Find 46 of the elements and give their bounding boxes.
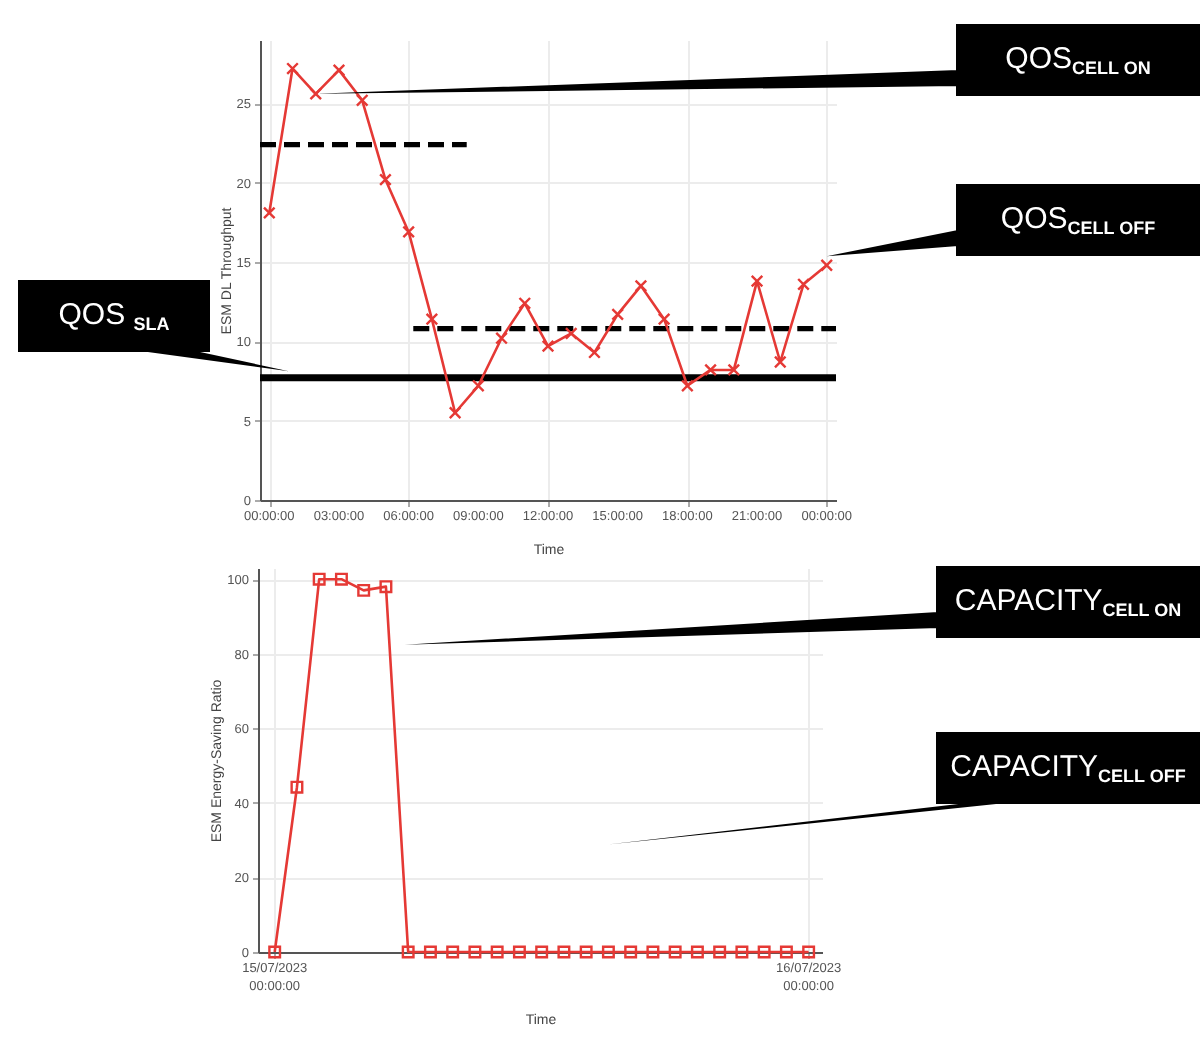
point [401,945,415,959]
point [286,62,300,76]
point [541,339,555,353]
point [690,945,704,959]
point [579,945,593,959]
point [535,945,549,959]
point [334,572,348,586]
point [495,331,509,345]
point [262,206,276,220]
point [402,225,416,239]
point [312,572,326,586]
point [735,945,749,959]
point [557,945,571,959]
point [750,274,764,288]
point [446,945,460,959]
point [779,945,793,959]
point [601,945,615,959]
point [757,945,771,959]
point [802,945,816,959]
point [668,945,682,959]
text: QOS$_{CELL OFF}$ [1000,202,1156,238]
point [468,945,482,959]
point [448,406,462,420]
point [357,583,371,597]
text: QOS $_{SLA}$ [58,298,170,334]
text: CAPACITY$_{CELL OFF}$ [950,750,1186,786]
point [646,945,660,959]
point [490,945,504,959]
point [713,945,727,959]
point [512,945,526,959]
point [657,312,671,326]
point [773,355,787,369]
text: CAPACITY$_{CELL ON}$ [954,584,1182,620]
point [425,312,439,326]
point [587,345,601,359]
point [290,780,304,794]
point [564,326,578,340]
point [727,363,741,377]
point [624,945,638,959]
point [423,945,437,959]
point [379,580,393,594]
text: QOS$_{CELL ON}$ [1005,42,1151,78]
point [796,277,810,291]
point [820,258,834,272]
point [268,945,282,959]
point [378,173,392,187]
